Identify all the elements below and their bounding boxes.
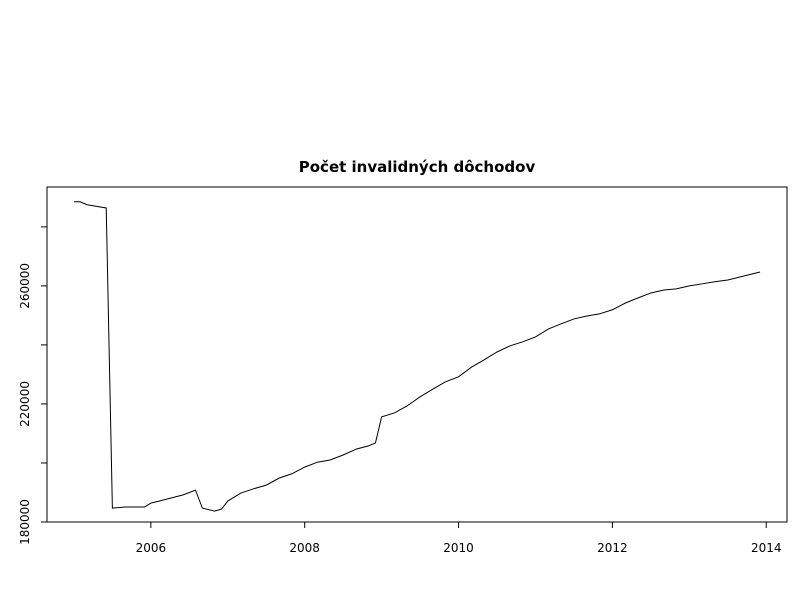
series-line [73,201,761,512]
chart-title: Počet invalidných dôchodov [299,158,536,176]
y-tick-label: 220000 [18,381,32,427]
x-tick-label: 2014 [751,541,782,555]
x-tick-label: 2012 [597,541,628,555]
x-tick-label: 2006 [136,541,167,555]
x-tick-label: 2010 [443,541,474,555]
plot-frame [46,186,788,523]
y-tick-label: 260000 [18,263,32,309]
y-tick-label: 180000 [18,499,32,545]
x-tick-label: 2008 [289,541,320,555]
